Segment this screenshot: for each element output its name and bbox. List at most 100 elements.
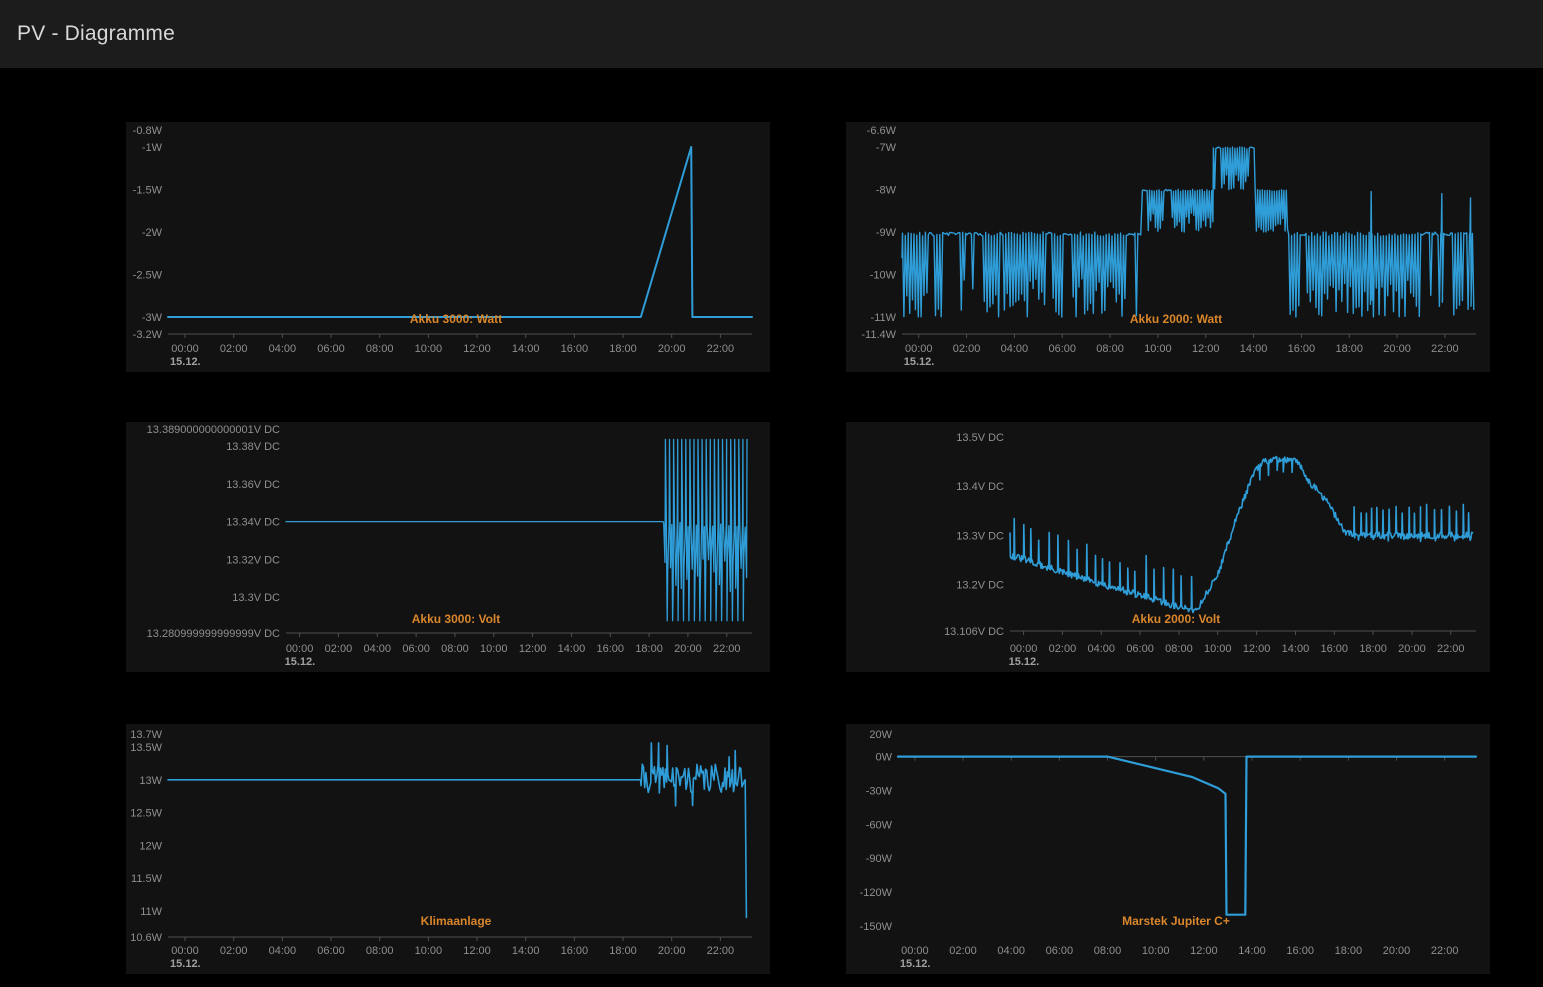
akku-3000-watt-chart[interactable]: 00:00 02:00 04:00 06:00 08:00 10:00 12:00 14:00… — [126, 122, 770, 372]
x-axis-label: 00:00 — [905, 343, 933, 355]
panel-akku-3000-watt: 00:00 02:00 04:00 06:00 08:00 10:00 12:00 14:00… — [126, 122, 770, 372]
x-axis-label: 04:00 — [1001, 343, 1029, 355]
y-axis-label: -0.8W — [133, 125, 163, 137]
y-axis-label: -1W — [142, 142, 163, 154]
x-axis-label: 16:00 — [561, 945, 589, 957]
y-axis-label: 13.280999999999999V DC — [147, 628, 280, 640]
x-axis-label: 22:00 — [707, 945, 735, 957]
x-axis-label: 22:00 — [707, 343, 735, 355]
chart-title-akku-2000-watt: Akku 2000: Watt — [1129, 312, 1223, 326]
x-axis-label: 18:00 — [1335, 945, 1363, 957]
x-axis-label: 06:00 — [402, 643, 430, 655]
x-axis-label: 02:00 — [953, 343, 981, 355]
x-axis-label: 06:00 — [317, 343, 345, 355]
y-axis-label: 13.38V DC — [226, 441, 280, 453]
x-axis-label: 00:00 — [286, 643, 314, 655]
y-axis-label: 11.5W — [131, 873, 163, 885]
x-axis-label: 06:00 — [1048, 343, 1076, 355]
x-axis-label: 10:00 — [415, 343, 443, 355]
x-axis-label: 18:00 — [609, 343, 637, 355]
x-axis-date-label: 15.12. — [170, 958, 201, 970]
klimaanlage-chart[interactable]: 00:00 02:00 04:00 06:00 08:00 10:00 12:00 14:00… — [126, 724, 770, 974]
x-axis-label: 20:00 — [658, 945, 686, 957]
y-axis-label: 13.3V DC — [232, 592, 280, 604]
akku-2000-volt-chart[interactable]: 00:00 02:00 04:00 06:00 08:00 10:00 12:00 14:00… — [846, 422, 1490, 672]
y-axis-label: 13.34V DC — [226, 517, 280, 529]
y-axis-label: -9W — [876, 227, 897, 239]
x-axis-label: 10:00 — [1144, 343, 1172, 355]
x-axis-label: 12:00 — [463, 343, 491, 355]
y-axis-label: -11W — [871, 312, 897, 324]
x-axis-date-label: 15.12. — [1009, 656, 1040, 668]
x-axis-label: 14:00 — [1282, 643, 1310, 655]
x-axis-label: 20:00 — [674, 643, 702, 655]
akku-3000-volt-chart[interactable]: 00:00 02:00 04:00 06:00 08:00 10:00 12:00 14:00… — [126, 422, 770, 672]
y-axis-label: -3.2W — [133, 329, 163, 341]
panel-klimaanlage: 00:00 02:00 04:00 06:00 08:00 10:00 12:00 14:00… — [126, 724, 770, 974]
panel-akku-2000-watt: 00:00 02:00 04:00 06:00 08:00 10:00 12:00 14:00… — [846, 122, 1490, 372]
y-axis-label: -1.5W — [133, 185, 163, 197]
series-line — [285, 438, 748, 622]
y-axis-label: -8W — [876, 185, 897, 197]
y-axis-label: 13.4V DC — [956, 481, 1004, 493]
akku-2000-watt-chart[interactable]: 00:00 02:00 04:00 06:00 08:00 10:00 12:00 14:00… — [846, 122, 1490, 372]
series-line — [901, 146, 1475, 318]
y-axis-label: 13W — [139, 775, 162, 787]
y-axis-label: 13.5V DC — [956, 432, 1004, 444]
x-axis-label: 16:00 — [1286, 945, 1314, 957]
x-axis-label: 20:00 — [1383, 343, 1411, 355]
x-axis-label: 14:00 — [1238, 945, 1266, 957]
x-axis-label: 16:00 — [596, 643, 624, 655]
x-axis-label: 12:00 — [463, 945, 491, 957]
x-axis-label: 16:00 — [1320, 643, 1348, 655]
x-axis-label: 18:00 — [635, 643, 663, 655]
series-line — [167, 742, 748, 919]
x-axis-label: 02:00 — [220, 945, 248, 957]
x-axis-label: 16:00 — [1288, 343, 1316, 355]
y-axis-label: -10W — [870, 270, 897, 282]
x-axis-label: 12:00 — [519, 643, 547, 655]
series-line — [896, 755, 1478, 916]
y-axis-label: 10.6W — [130, 932, 162, 944]
x-axis-label: 16:00 — [561, 343, 589, 355]
x-axis-date-label: 15.12. — [170, 356, 201, 368]
y-axis-label: 11W — [140, 906, 162, 918]
y-axis-label: 20W — [869, 729, 892, 741]
x-axis-label: 18:00 — [1359, 643, 1387, 655]
x-axis-label: 04:00 — [269, 945, 297, 957]
y-axis-label: 13.3V DC — [956, 530, 1004, 542]
y-axis-label: -6.6W — [867, 125, 897, 137]
x-axis-label: 22:00 — [1431, 945, 1459, 957]
x-axis-label: 10:00 — [1142, 945, 1170, 957]
y-axis-label: 13.106V DC — [944, 626, 1004, 638]
x-axis-label: 02:00 — [1049, 643, 1077, 655]
x-axis-label: 20:00 — [1398, 643, 1426, 655]
y-axis-label: 13.5W — [130, 742, 162, 754]
chart-title-akku-3000-watt: Akku 3000: Watt — [409, 312, 503, 326]
y-axis-label: -120W — [860, 887, 893, 899]
x-axis-label: 06:00 — [1126, 643, 1154, 655]
y-axis-label: 13.7W — [130, 729, 162, 741]
x-axis-label: 14:00 — [512, 343, 540, 355]
chart-title-akku-3000-volt: Akku 3000: Volt — [411, 612, 501, 626]
y-axis-label: -60W — [866, 819, 893, 831]
x-axis-label: 02:00 — [220, 343, 248, 355]
y-axis-label: 13.389000000000001V DC — [147, 424, 280, 436]
x-axis-label: 04:00 — [997, 945, 1025, 957]
x-axis-date-label: 15.12. — [900, 958, 931, 970]
marstek-jupiter-chart[interactable]: 00:00 02:00 04:00 06:00 08:00 10:00 12:00 14:00… — [846, 724, 1490, 974]
chart-title-klimaanlage: Klimaanlage — [420, 914, 492, 928]
x-axis-label: 08:00 — [441, 643, 469, 655]
x-axis-label: 00:00 — [171, 343, 199, 355]
x-axis-label: 02:00 — [949, 945, 977, 957]
x-axis-label: 20:00 — [1383, 945, 1411, 957]
y-axis-label: -7W — [876, 142, 897, 154]
x-axis-label: 10:00 — [1204, 643, 1232, 655]
x-axis-label: 18:00 — [609, 945, 637, 957]
x-axis-label: 08:00 — [1165, 643, 1193, 655]
y-axis-label: 13.2V DC — [956, 580, 1004, 592]
panel-akku-3000-volt: 00:00 02:00 04:00 06:00 08:00 10:00 12:00 14:00… — [126, 422, 770, 672]
x-axis-label: 00:00 — [1010, 643, 1038, 655]
x-axis-label: 04:00 — [1087, 643, 1115, 655]
